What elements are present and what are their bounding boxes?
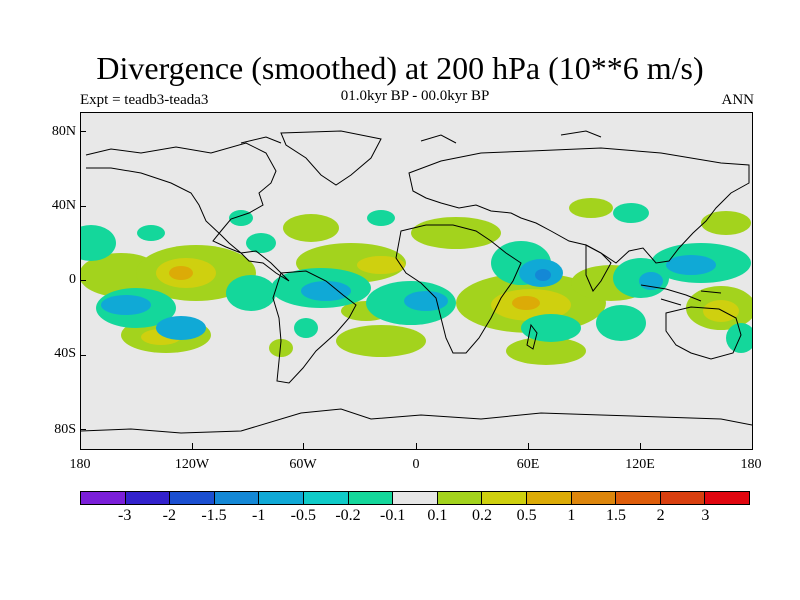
colorbar-label: -2 [162,507,176,524]
colorbar-label: 0.1 [427,507,448,524]
colorbar-label: 1.5 [606,507,626,524]
colorbar-swatch [303,492,349,504]
lon-tick-label: 0 [412,457,420,472]
colorbar-swatch [482,492,527,504]
period-label: 01.0kyr BP - 00.0kyr BP [340,88,490,104]
divergence-field [81,198,752,365]
coast-greenland [280,130,382,186]
colorbar-swatch [81,492,126,504]
colorbar-swatch [571,492,617,504]
coastlines [81,130,752,434]
lon-tick-label: 180 [69,457,91,472]
lat-tick-mark [80,131,86,132]
lat-tick-label: 40N [51,198,76,213]
lon-tick-label: 120W [174,457,210,472]
colorbar-swatch [437,492,483,504]
colorbar-label: 3 [701,507,710,524]
coast-madagascar [526,323,538,350]
colorbar-swatch [259,492,304,504]
lon-tick-label: 180 [740,457,762,472]
colorbar-label: -0.1 [379,507,406,524]
coast-india [585,244,612,292]
colorbar-label: -3 [117,507,132,524]
colorbar-swatch [660,492,706,504]
colorbar-label: -1 [251,507,266,524]
coast-arctic-islands [240,130,602,144]
colorbar-label: 1 [567,507,576,524]
colorbar-swatch [348,492,394,504]
lat-tick-label: 80S [54,422,76,437]
colorbar-swatch [170,492,215,504]
plot-title: Divergence (smoothed) at 200 hPa (10**6 … [96,50,704,86]
coast-australia [665,306,742,360]
lat-tick-mark [80,280,86,281]
colorbar [80,491,750,505]
colorbar-label: -1.5 [201,507,227,524]
lat-tick-mark [80,206,86,207]
colorbar-swatch [526,492,572,504]
coast-south-america [272,270,357,384]
map-svg [81,130,752,434]
coast-indonesia [640,284,722,306]
season-label: ANN [721,92,755,108]
colorbar-swatch [214,492,260,504]
colorbar-swatch [616,492,661,504]
coast-north-america [85,142,290,282]
lon-tick-mark [416,443,417,449]
coast-antarctica [81,408,752,434]
lat-tick-mark [80,355,86,356]
lon-tick-mark [192,443,193,449]
lat-tick-label: 0 [69,272,76,287]
lon-tick-mark [303,443,304,449]
lat-tick-label: 80N [51,124,76,139]
coast-eurasia [408,147,750,264]
colorbar-swatch [125,492,171,504]
lon-tick-label: 60W [289,457,317,472]
lon-tick-mark [528,443,529,449]
lat-tick-mark [80,429,86,430]
map-panel [80,112,753,450]
colorbar-swatch [705,492,749,504]
lon-tick-label: 120E [625,457,655,472]
lon-tick-label: 60E [516,457,540,472]
negative-anomaly-mid [101,255,716,340]
colorbar-label: 0.2 [472,507,492,524]
experiment-label: Expt = teadb3-teada3 [80,92,209,108]
coast-africa [395,224,522,354]
lon-tick-mark [640,443,641,449]
colorbar-label: 2 [656,507,665,524]
colorbar-label: -0.2 [335,507,361,524]
lat-tick-label: 40S [54,346,76,361]
positive-anomaly-strong [169,266,540,310]
colorbar-label: -0.5 [290,507,316,524]
negative-anomaly-strong [535,269,551,281]
colorbar-label: 0.5 [516,507,537,524]
colorbar-swatch [393,492,438,504]
